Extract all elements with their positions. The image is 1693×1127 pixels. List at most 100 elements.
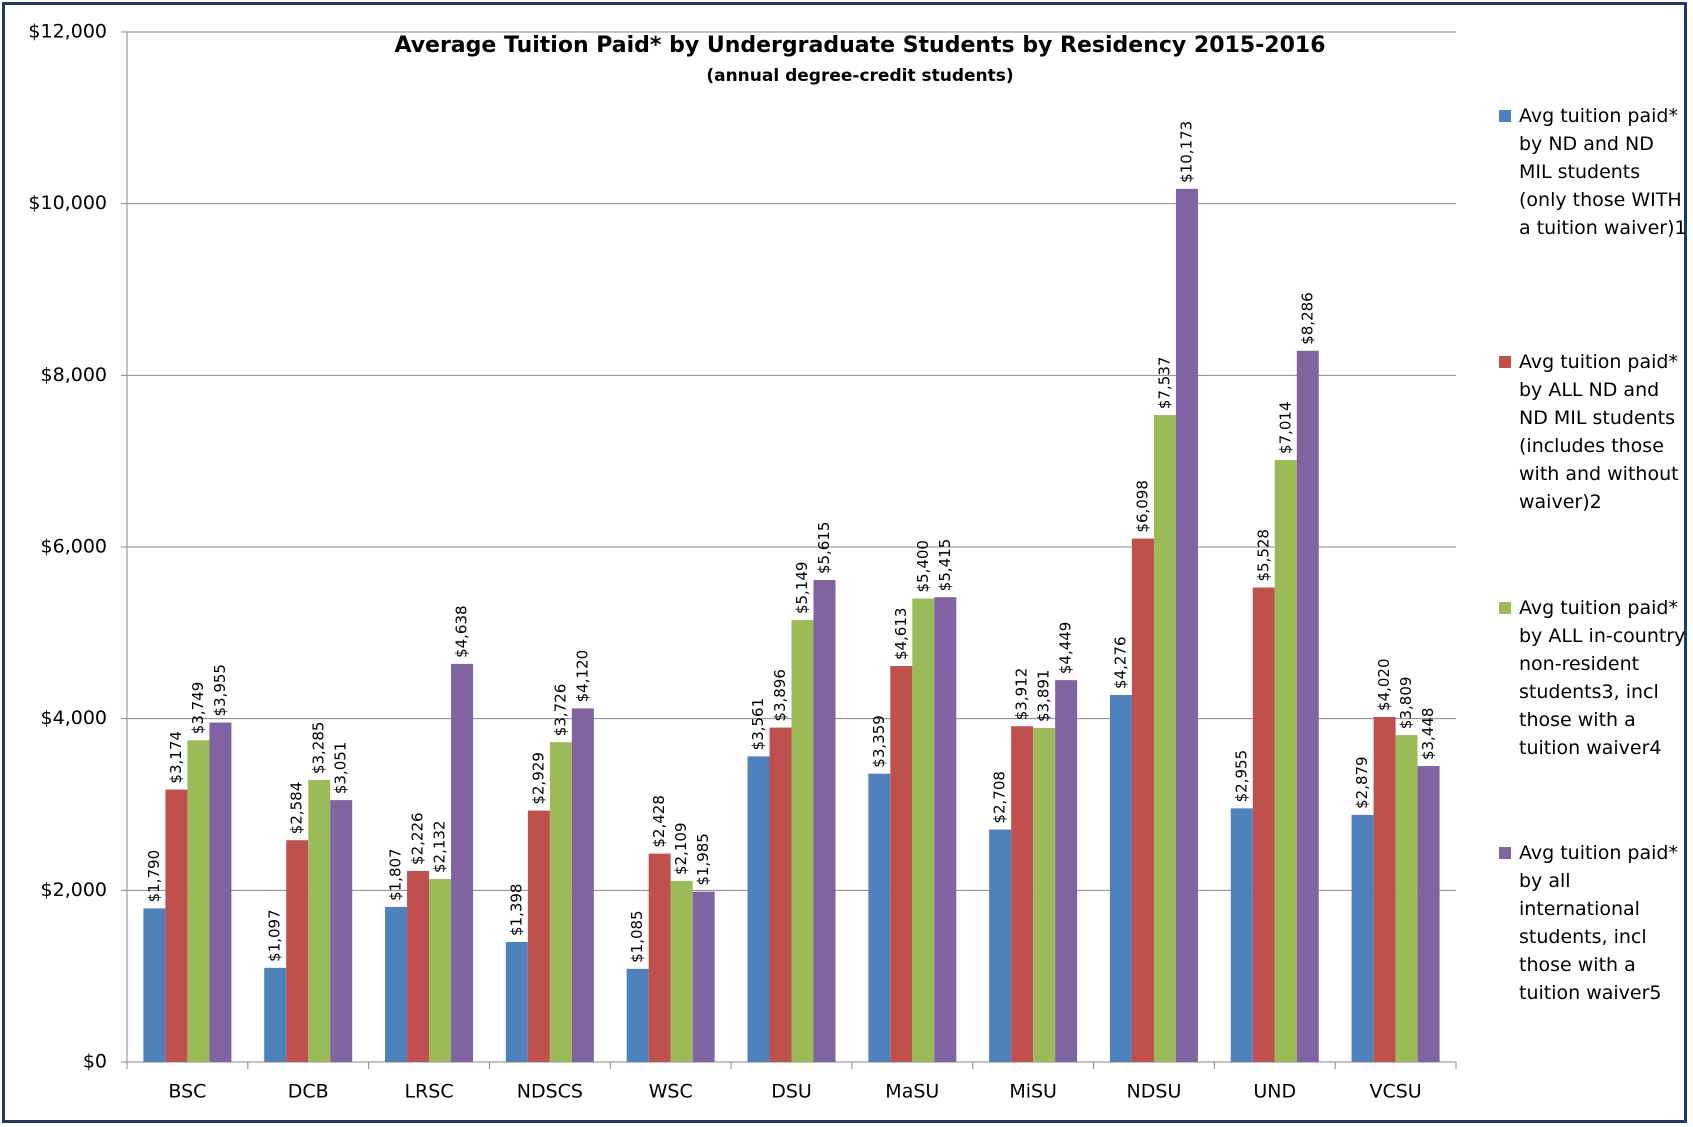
value-label: $3,359 [870, 715, 888, 768]
value-label: $3,285 [310, 722, 328, 775]
bar [505, 942, 528, 1062]
chart-title: Average Tuition Paid* by Undergraduate S… [394, 33, 1325, 58]
legend-label: Avg tuition paid* by ALL ND and ND MIL s… [1519, 351, 1679, 513]
bar [813, 580, 836, 1062]
value-label: $5,149 [793, 562, 811, 615]
value-label: $5,415 [936, 539, 954, 592]
x-tick-label: MiSU [1009, 1081, 1057, 1103]
y-tick-label: $8,000 [41, 364, 107, 386]
value-label: $5,400 [914, 540, 932, 593]
bar [791, 620, 814, 1062]
value-label: $2,929 [529, 752, 547, 805]
x-tick-label: MaSU [885, 1081, 939, 1103]
legend-item: Avg tuition paid* by ALL ND and ND MIL s… [1497, 348, 1687, 516]
x-tick-label: NDSCS [517, 1081, 583, 1103]
value-label: $6,098 [1133, 480, 1151, 533]
bar [330, 800, 353, 1062]
value-label: $2,109 [672, 822, 690, 875]
legend-label: Avg tuition paid* by ALL in-country non-… [1519, 597, 1686, 759]
bar [747, 756, 770, 1062]
bar [1296, 350, 1319, 1062]
bar [1011, 726, 1034, 1062]
bar [1175, 188, 1198, 1062]
legend-swatch [1499, 602, 1511, 614]
y-tick-label: $12,000 [28, 21, 107, 43]
value-label: $2,879 [1353, 756, 1371, 809]
value-label: $3,448 [1419, 708, 1437, 761]
value-label: $7,014 [1276, 401, 1294, 454]
bar [1153, 415, 1176, 1062]
bar [989, 829, 1012, 1062]
value-label: $4,120 [573, 650, 591, 703]
value-label: $1,790 [145, 850, 163, 903]
bar [890, 666, 913, 1062]
legend-item: Avg tuition paid* by ALL in-country non-… [1497, 594, 1687, 762]
legend-item: Avg tuition paid* by ND and ND MIL stude… [1497, 102, 1687, 242]
bar [1033, 728, 1056, 1062]
x-tick-label: VCSU [1369, 1081, 1421, 1103]
bar [1055, 680, 1078, 1062]
y-tick-label: $4,000 [41, 707, 107, 729]
legend-label: Avg tuition paid* by ND and ND MIL stude… [1519, 105, 1687, 239]
chart-subtitle: (annual degree-credit students) [706, 66, 1013, 86]
x-tick-label: BSC [168, 1081, 206, 1103]
x-tick-label: NDSU [1127, 1081, 1182, 1103]
value-label: $1,085 [628, 910, 646, 963]
bar [187, 740, 210, 1062]
value-label: $4,276 [1111, 636, 1129, 689]
value-label: $2,132 [431, 821, 449, 874]
y-tick-label: $10,000 [28, 192, 107, 214]
y-tick-label: $0 [83, 1051, 107, 1073]
bar [1252, 587, 1275, 1062]
value-label: $3,891 [1035, 670, 1053, 723]
value-label: $1,097 [266, 909, 284, 962]
bar [143, 908, 166, 1062]
legend-label: Avg tuition paid* by all international s… [1519, 842, 1678, 1004]
value-label: $2,955 [1232, 750, 1250, 803]
bar [549, 742, 572, 1062]
value-label: $1,398 [507, 884, 525, 937]
bar [626, 968, 649, 1062]
bar [571, 708, 594, 1062]
bar [451, 663, 474, 1062]
value-label: $4,638 [453, 605, 471, 658]
value-label: $1,807 [387, 848, 405, 901]
value-label: $4,613 [892, 608, 910, 661]
y-tick-label: $2,000 [41, 879, 107, 901]
bar [1131, 538, 1154, 1062]
value-label: $3,749 [189, 682, 207, 735]
value-label: $4,449 [1057, 622, 1075, 675]
value-label: $3,809 [1397, 677, 1415, 730]
bar [1395, 735, 1418, 1062]
bar [912, 598, 935, 1062]
bar [1230, 808, 1253, 1062]
bar [868, 773, 891, 1062]
bar [1351, 814, 1374, 1062]
bar [692, 891, 715, 1062]
value-label: $2,584 [288, 782, 306, 835]
x-tick-label: DSU [771, 1081, 812, 1103]
value-label: $1,985 [694, 833, 712, 886]
bar [527, 810, 550, 1062]
bar [1417, 766, 1440, 1062]
value-label: $2,708 [991, 771, 1009, 824]
bar [1109, 694, 1132, 1062]
legend-swatch [1499, 847, 1511, 859]
bar [308, 780, 331, 1062]
bar [264, 967, 287, 1062]
value-label: $8,286 [1298, 292, 1316, 345]
x-tick-label: DCB [288, 1081, 329, 1103]
value-label: $7,537 [1155, 357, 1173, 410]
bar [1274, 459, 1297, 1063]
legend-swatch [1499, 356, 1511, 368]
bar [286, 840, 309, 1062]
value-label: $5,615 [815, 522, 833, 575]
bar [429, 879, 452, 1062]
x-tick-label: LRSC [404, 1081, 453, 1103]
x-tick-label: WSC [649, 1081, 693, 1103]
bar [648, 853, 671, 1062]
value-label: $3,955 [211, 664, 229, 717]
